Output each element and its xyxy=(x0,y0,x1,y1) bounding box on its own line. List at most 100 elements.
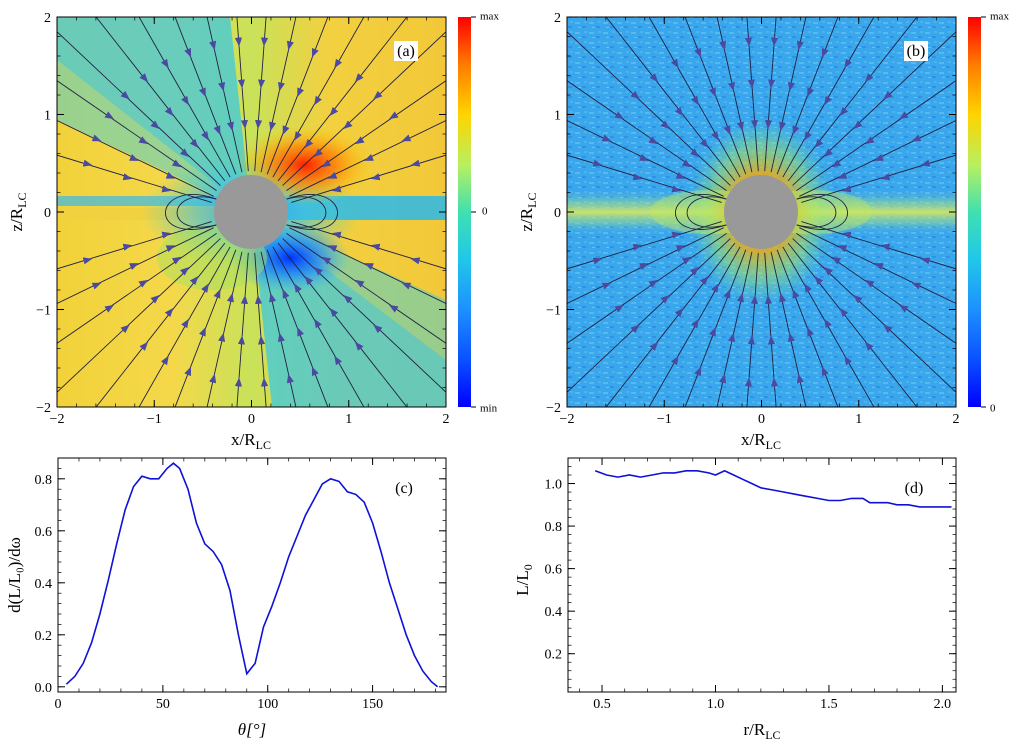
field-arrow xyxy=(736,120,744,132)
panel-a-colorbar xyxy=(458,17,471,407)
y-tick-label: 0.4 xyxy=(545,605,563,620)
field-arrow xyxy=(213,289,221,299)
field-arrow xyxy=(824,95,832,106)
field-arrow xyxy=(694,47,702,58)
x-tick-label: 50 xyxy=(156,697,170,712)
panel-a-label-box xyxy=(394,41,418,61)
field-arrow xyxy=(327,171,338,179)
panel-c-frame xyxy=(57,457,447,693)
field-arrow xyxy=(218,332,226,343)
field-arrow xyxy=(792,125,800,135)
field-arrow xyxy=(911,134,922,142)
field-arrow xyxy=(181,95,189,106)
field-arrow xyxy=(614,304,625,313)
field-line xyxy=(796,233,956,344)
field-arrow xyxy=(898,304,909,313)
field-line xyxy=(289,227,446,304)
y-tick-label: 0.4 xyxy=(35,577,53,592)
field-arrow xyxy=(639,154,649,161)
panel-a-colorbar-min: min xyxy=(480,403,498,415)
closed-field-loop xyxy=(286,196,327,228)
field-arrow xyxy=(179,267,190,276)
field-arrow xyxy=(410,257,421,265)
field-arrow xyxy=(91,134,102,142)
field-arrow xyxy=(681,256,692,265)
y-tick-label: 0.2 xyxy=(35,629,53,644)
field-arrow xyxy=(297,326,305,337)
y-tick-label: 1 xyxy=(554,109,561,124)
field-arrow xyxy=(779,292,787,304)
field-arrow xyxy=(814,138,824,149)
field-arrow xyxy=(321,159,332,168)
x-tick-label: 2 xyxy=(443,412,450,427)
field-arrow xyxy=(370,173,381,181)
field-arrow xyxy=(314,95,322,106)
field-line xyxy=(57,80,217,191)
field-arrow xyxy=(91,282,102,290)
field-line xyxy=(57,120,214,197)
field-arrow xyxy=(138,136,149,145)
field-arrow xyxy=(373,90,383,100)
field-arrow xyxy=(824,318,832,329)
field-arrow xyxy=(120,90,130,100)
field-line xyxy=(57,238,221,393)
panel-d-xlabel: r/RLC xyxy=(743,720,780,742)
field-arrow xyxy=(880,173,891,181)
field-arrow xyxy=(354,341,364,351)
field-arrow xyxy=(171,256,182,265)
field-arrow xyxy=(181,318,189,329)
field-arrow xyxy=(304,138,314,149)
panel-d-label: (d) xyxy=(905,480,924,497)
y-tick-label: −1 xyxy=(36,304,51,319)
panel-c-axes: 0 50 100 150 0.0 0.2 0.4 0.6 0.8 xyxy=(35,458,446,712)
field-arrow xyxy=(294,283,302,293)
y-tick-label: 1 xyxy=(44,109,51,124)
field-arrow xyxy=(269,292,277,304)
panel-d: 0.5 1.0 1.5 2.0 0.2 0.4 0.6 0.8 1.0 (d) r/RLC L/… xyxy=(513,457,957,742)
field-arrow xyxy=(213,125,221,135)
field-arrow xyxy=(269,120,277,132)
panel-d-series-line xyxy=(594,469,952,508)
y-tick-label: 1.0 xyxy=(545,478,563,493)
field-arrow xyxy=(614,111,625,120)
field-arrow xyxy=(874,154,884,161)
field-line xyxy=(792,238,956,393)
panel-b: −2 −1 0 1 2 −2 −1 0 1 2 (b) max 0 x/RLC z/RLC xyxy=(517,11,1009,452)
field-arrow xyxy=(311,47,319,58)
panel-d-axes: 0.5 1.0 1.5 2.0 0.2 0.4 0.6 0.8 1.0 xyxy=(545,458,956,712)
panel-a-colorbar-zero: 0 xyxy=(482,206,488,218)
field-arrow xyxy=(837,171,848,179)
closed-field-loop xyxy=(796,194,848,230)
closed-field-loop xyxy=(165,194,217,230)
y-tick-label: 0 xyxy=(44,206,51,221)
field-arrow xyxy=(796,373,804,384)
field-arrow xyxy=(649,73,659,83)
field-arrow xyxy=(189,275,199,286)
field-arrow xyxy=(632,243,643,251)
field-arrow xyxy=(364,263,374,270)
field-arrow xyxy=(401,134,412,142)
x-tick-label: 0 xyxy=(55,697,62,712)
field-arrow xyxy=(719,40,727,51)
field-arrow xyxy=(150,294,160,304)
field-arrow xyxy=(104,304,115,313)
field-arrow xyxy=(198,87,206,98)
field-arrow xyxy=(630,324,640,334)
y-tick-label: 2 xyxy=(554,11,561,26)
field-arrow xyxy=(388,304,399,313)
field-arrow xyxy=(711,131,719,141)
y-tick-label: −2 xyxy=(546,401,561,416)
panel-c-ylabel: d(L/L₀)/dω xyxy=(5,537,24,613)
field-arrow xyxy=(311,366,319,377)
field-arrow xyxy=(792,289,800,299)
field-arrow xyxy=(630,90,640,100)
field-arrow xyxy=(796,40,804,51)
field-arrow xyxy=(632,173,643,181)
field-arrow xyxy=(226,120,234,132)
field-arrow xyxy=(728,332,736,343)
field-arrow xyxy=(670,355,679,366)
y-tick-label: 0.8 xyxy=(545,520,563,535)
field-line xyxy=(799,120,956,197)
field-arrow xyxy=(883,90,893,100)
field-arrow xyxy=(150,120,160,130)
